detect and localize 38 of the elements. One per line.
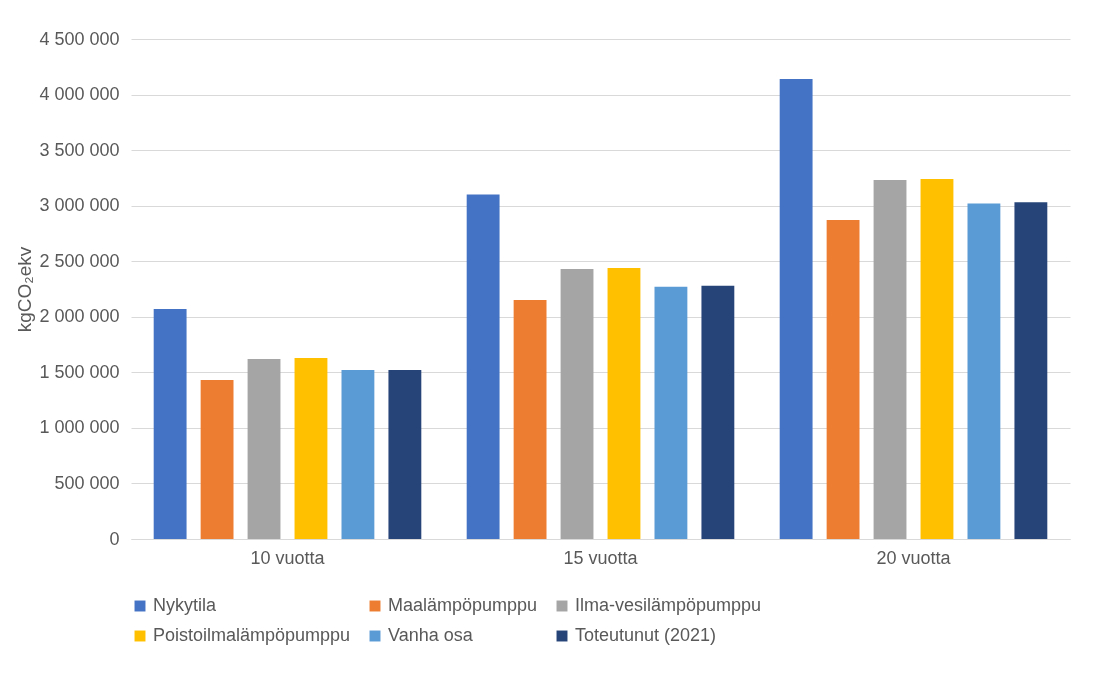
y-tick-label: 1 000 000 (39, 417, 120, 438)
legend-label: Maalämpöpumppu (388, 595, 538, 615)
y-axis-title: kgCO₂ekv (14, 246, 36, 333)
bar (920, 179, 954, 539)
bar (466, 194, 500, 539)
y-tick-label: 0 (109, 528, 120, 549)
bar (779, 79, 813, 539)
y-tick-label: 2 000 000 (39, 306, 120, 327)
bar (654, 286, 688, 539)
bar (200, 380, 234, 539)
legend-label: Ilma-vesilämpöpumppu (575, 595, 762, 615)
bar (153, 309, 187, 539)
y-tick-label: 4 000 000 (39, 84, 120, 105)
legend-label: Toteutunut (2021) (575, 625, 717, 645)
bar (1014, 202, 1048, 539)
y-tick-label: 4 500 000 (39, 28, 120, 49)
bar (341, 370, 375, 539)
bar (607, 267, 641, 539)
bar (701, 285, 735, 539)
bar (967, 203, 1001, 539)
y-tick-label: 3 000 000 (39, 195, 120, 216)
y-tick-label: 1 500 000 (39, 361, 120, 382)
bar (294, 357, 328, 539)
x-tick-label: 10 vuotta (250, 547, 326, 568)
bar (560, 269, 594, 539)
legend-label: Nykytila (153, 595, 217, 615)
legend-label: Vanha osa (388, 625, 474, 645)
x-tick-label: 15 vuotta (563, 547, 639, 568)
bar (873, 180, 907, 539)
bar (247, 359, 281, 539)
y-tick-label: 3 500 000 (39, 139, 120, 160)
bar (826, 220, 860, 539)
y-tick-label: 500 000 (54, 472, 120, 493)
y-tick-label: 2 500 000 (39, 250, 120, 271)
legend-label: Poistoilmalämpöpumppu (153, 625, 351, 645)
x-tick-label: 20 vuotta (876, 547, 952, 568)
bar (388, 370, 422, 539)
bar (513, 300, 547, 539)
